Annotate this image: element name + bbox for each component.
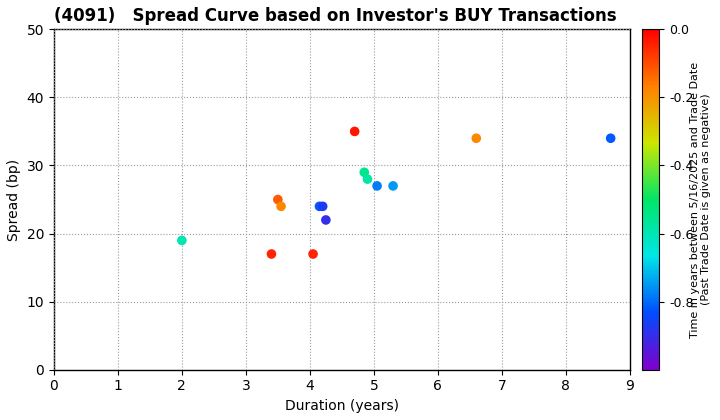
Point — [272, 196, 284, 203]
X-axis label: Duration (years): Duration (years) — [285, 399, 399, 413]
Point — [275, 203, 287, 210]
Point — [307, 251, 319, 257]
Point — [176, 237, 188, 244]
Point — [361, 176, 373, 182]
Point — [605, 135, 616, 142]
Point — [314, 203, 325, 210]
Point — [359, 169, 370, 176]
Y-axis label: Spread (bp): Spread (bp) — [7, 158, 21, 241]
Point — [349, 128, 361, 135]
Point — [470, 135, 482, 142]
Y-axis label: Time in years between 5/16/2025 and Trade Date
(Past Trade Date is given as nega: Time in years between 5/16/2025 and Trad… — [690, 61, 711, 338]
Point — [372, 183, 383, 189]
Text: (4091)   Spread Curve based on Investor's BUY Transactions: (4091) Spread Curve based on Investor's … — [54, 7, 616, 25]
Point — [266, 251, 277, 257]
Point — [387, 183, 399, 189]
Point — [320, 217, 332, 223]
Point — [317, 203, 328, 210]
